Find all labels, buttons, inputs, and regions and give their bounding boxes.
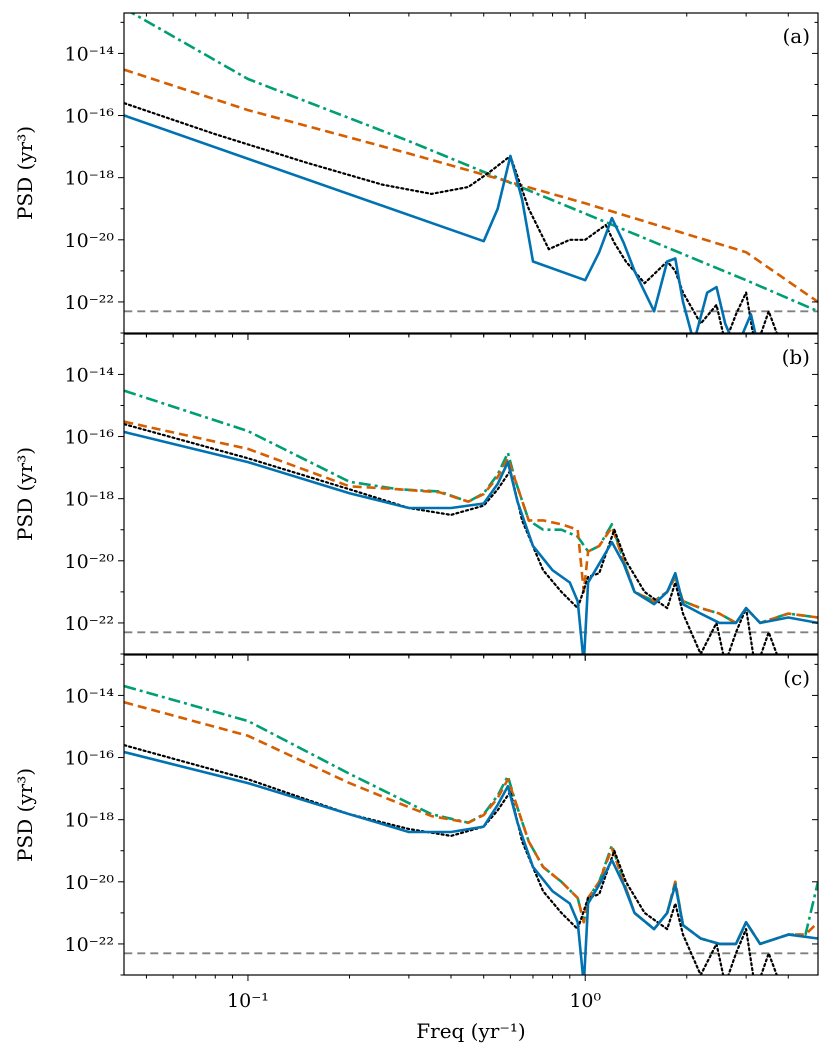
panel-a: 10⁻²² 10⁻²⁰ 10⁻¹⁸ 10⁻¹⁶ 10⁻¹⁴ PSD (yr³) (a): [13, 12, 819, 339]
y-tick-label: 10⁻¹⁴: [65, 364, 115, 386]
series-line-orange-dashed: [124, 420, 818, 625]
axes-frame: [123, 333, 819, 655]
series-group: [124, 684, 818, 975]
axes-frame: [123, 12, 819, 334]
series-line-black-dotted: [124, 102, 778, 333]
series-line-green-dashdot: [124, 389, 818, 625]
y-tick-label: 10⁻¹⁸: [65, 168, 115, 190]
y-tick-label: 10⁻¹⁸: [65, 810, 115, 832]
series-line-green-dashdot: [129, 13, 818, 313]
series-line-black-dotted: [124, 423, 778, 654]
y-tick-label: 10⁻²⁰: [65, 230, 115, 252]
panel-tag: (b): [782, 345, 810, 369]
panel-tag: (a): [782, 24, 810, 48]
x-tick-label: 10⁰: [569, 990, 601, 1012]
y-tick-label: 10⁻²²: [65, 292, 114, 314]
y-tick-label: 10⁻²²: [65, 613, 114, 635]
x-tick-label: 10⁻¹: [227, 990, 269, 1012]
series-group: [124, 13, 818, 333]
y-tick-label: 10⁻¹⁴: [65, 685, 115, 707]
y-tick-label: 10⁻¹⁶: [65, 106, 115, 128]
axes-frame: [123, 654, 819, 976]
y-tick-label: 10⁻²⁰: [65, 872, 115, 894]
panel-b: 10⁻²² 10⁻²⁰ 10⁻¹⁸ 10⁻¹⁶ 10⁻¹⁴ PSD (yr³) (b): [13, 333, 819, 660]
panel-tag: (c): [783, 666, 810, 690]
series-line-green-dashdot: [124, 684, 818, 946]
y-tick-label: 10⁻²⁰: [65, 551, 115, 573]
y-tick-label: 10⁻¹⁶: [65, 748, 115, 770]
series-line-orange-dashed: [124, 701, 818, 946]
y-tick-label: 10⁻¹⁴: [65, 43, 115, 65]
series-line-black-dotted: [124, 744, 778, 975]
y-axis-label: PSD (yr³): [13, 447, 37, 541]
series-group: [124, 389, 818, 654]
series-line-blue-solid: [124, 114, 757, 333]
series-line-orange-dashed: [124, 68, 818, 303]
y-tick-label: 10⁻²²: [65, 934, 114, 956]
y-axis-label: PSD (yr³): [13, 126, 37, 220]
y-tick-label: 10⁻¹⁶: [65, 427, 115, 449]
y-tick-label: 10⁻¹⁸: [65, 489, 115, 511]
panel-c: 10⁻²² 10⁻²⁰ 10⁻¹⁸ 10⁻¹⁶ 10⁻¹⁴ PSD (yr³) (c): [13, 654, 819, 981]
y-axis-label: PSD (yr³): [13, 768, 37, 862]
series-line-blue-solid: [124, 750, 818, 975]
x-axis: 10⁻¹ 10⁰: [227, 990, 601, 1012]
x-axis-label: Freq (yr⁻¹): [416, 1019, 525, 1043]
series-line-blue-solid: [124, 430, 818, 654]
